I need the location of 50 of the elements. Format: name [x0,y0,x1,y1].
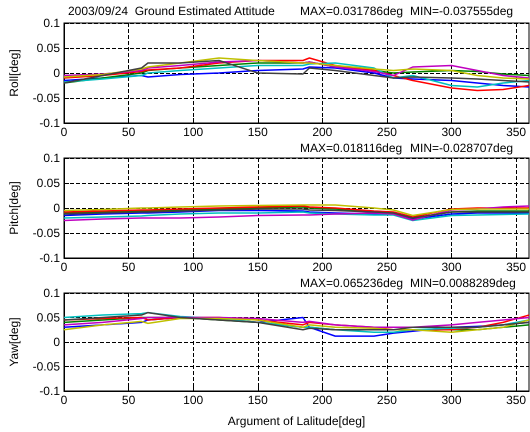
y-tick-label: 0 [53,66,60,80]
x-tick-label: 50 [122,125,136,139]
x-tick-label: 100 [183,125,204,139]
y-axis-title: Yaw[deg] [7,317,21,367]
y-tick-label: -0.05 [32,226,60,240]
x-tick-label: 150 [248,393,268,407]
text: MAX=0.031786deg [300,4,404,18]
x-tick-label: 150 [248,260,268,274]
x-tick-label: 50 [122,393,136,407]
text: MIN=-0.037555deg [410,4,514,18]
y-axis-title: Pitch[deg] [7,181,21,235]
x-tick-label: 50 [122,260,136,274]
y-tick-label: 0.1 [43,151,60,165]
text: MAX=0.065236deg [300,276,404,290]
y-tick-label: 0.05 [36,310,60,324]
x-tick-label: 300 [441,125,462,139]
x-tick-label: 350 [506,260,526,274]
x-tick-label: 150 [248,125,268,139]
chart-title: 2003/09/24 Ground Estimated Attitude [68,4,276,18]
x-axis-title: Argument of Lalitude[deg] [228,414,366,428]
y-axis-title: Roll[deg] [7,49,21,97]
y-tick-label: -0.1 [39,116,60,130]
line-series [63,62,530,88]
y-tick-label: 0.1 [43,286,60,300]
y-tick-label: -0.05 [32,91,60,105]
text: MAX=0.018116deg [300,141,402,155]
line-series [63,66,530,88]
x-tick-label: 300 [441,260,462,274]
x-tick-label: 200 [312,393,333,407]
x-tick-label: 100 [183,393,204,407]
x-tick-label: 250 [376,393,398,407]
y-tick-label: 0.1 [43,16,60,30]
y-tick-label: -0.1 [39,384,60,398]
x-tick-label: 200 [312,125,333,139]
x-tick-label: 250 [376,125,398,139]
y-tick-label: 0 [53,201,60,215]
x-tick-label: 300 [441,393,462,407]
line-series [63,57,530,92]
x-tick-label: 250 [376,260,398,274]
y-tick-label: 0.05 [36,41,60,55]
x-tick-label: 350 [506,393,526,407]
y-tick-label: 0.05 [36,176,60,190]
x-tick-label: 200 [312,260,333,274]
x-tick-label: 350 [506,125,526,139]
y-tick-label: -0.1 [39,251,60,265]
y-tick-label: -0.05 [32,360,60,374]
x-tick-label: 100 [183,260,204,274]
y-tick-label: 0 [53,335,60,349]
text: MIN=0.0088289deg [410,276,516,290]
text: MIN=-0.028707deg [410,141,514,155]
